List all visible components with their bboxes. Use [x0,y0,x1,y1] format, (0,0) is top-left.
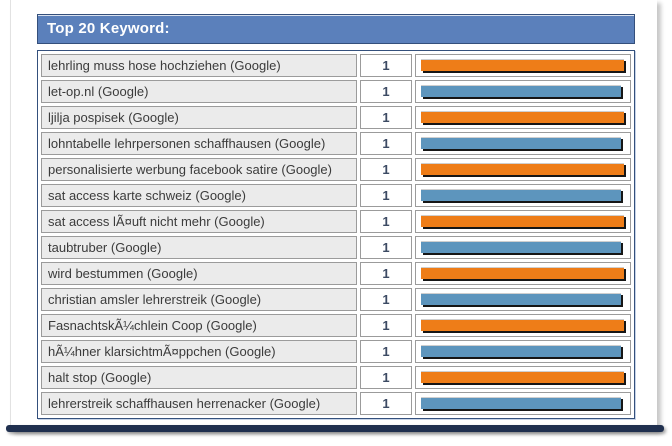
table-row: ljilja pospisek (Google) 1 [41,106,631,129]
keyword-table: lehrling muss hose hochziehen (Google) 1 l… [38,51,634,418]
bar-cell [415,340,631,363]
keyword-count: 1 [360,288,412,311]
keyword-count: 1 [360,366,412,389]
keyword-count: 1 [360,54,412,77]
keyword-count: 1 [360,392,412,415]
table-row: sat access karte schweiz (Google) 1 [41,184,631,207]
table-row: wird bestummen (Google) 1 [41,262,631,285]
keyword-label: ljilja pospisek (Google) [41,106,357,129]
keyword-label: personalisierte werbung facebook satire … [41,158,357,181]
table-row: christian amsler lehrerstreik (Google) 1 [41,288,631,311]
keyword-label: taubtruber (Google) [41,236,357,259]
bar-cell [415,262,631,285]
bar-cell [415,184,631,207]
panel-bottom-rail [6,425,664,432]
keyword-count-bar [421,292,621,305]
keyword-label: christian amsler lehrerstreik (Google) [41,288,357,311]
bar-cell [415,236,631,259]
table-row: lehrerstreik schaffhausen herrenacker (G… [41,392,631,415]
keyword-count: 1 [360,314,412,337]
keyword-label: lehrling muss hose hochziehen (Google) [41,54,357,77]
table-row: lohntabelle lehrpersonen schaffhausen (G… [41,132,631,155]
keyword-label: lehrerstreik schaffhausen herrenacker (G… [41,392,357,415]
keyword-count-bar [421,214,624,227]
bar-cell [415,210,631,233]
keyword-count-bar [421,58,624,71]
bar-cell [415,80,631,103]
table-row: personalisierte werbung facebook satire … [41,158,631,181]
keyword-label: lohntabelle lehrpersonen schaffhausen (G… [41,132,357,155]
keyword-label: halt stop (Google) [41,366,357,389]
keyword-count-bar [421,370,624,383]
bar-cell [415,158,631,181]
table-row: lehrling muss hose hochziehen (Google) 1 [41,54,631,77]
keyword-count: 1 [360,340,412,363]
keyword-count-bar [421,344,621,357]
keyword-count: 1 [360,236,412,259]
bar-cell [415,106,631,129]
keyword-count-bar [421,318,624,331]
table-row: taubtruber (Google) 1 [41,236,631,259]
bar-cell [415,314,631,337]
table-row: hÃ¼hner klarsichtmÃ¤ppchen (Google) 1 [41,340,631,363]
bar-cell [415,54,631,77]
keyword-count-bar [421,84,621,97]
keyword-table-container: lehrling muss hose hochziehen (Google) 1 l… [37,50,635,419]
keyword-count-bar [421,162,624,175]
keyword-count-bar [421,396,621,409]
keyword-count: 1 [360,184,412,207]
bar-cell [415,132,631,155]
table-row: FasnachtskÃ¼chlein Coop (Google) 1 [41,314,631,337]
bar-cell [415,366,631,389]
bar-cell [415,288,631,311]
table-row: let-op.nl (Google) 1 [41,80,631,103]
keyword-count-bar [421,110,624,123]
keyword-label: let-op.nl (Google) [41,80,357,103]
keyword-count-bar [421,266,624,279]
keyword-count-bar [421,188,621,201]
keyword-label: hÃ¼hner klarsichtmÃ¤ppchen (Google) [41,340,357,363]
table-row: halt stop (Google) 1 [41,366,631,389]
keyword-count: 1 [360,210,412,233]
keyword-count: 1 [360,132,412,155]
keyword-count: 1 [360,106,412,129]
bar-cell [415,392,631,415]
widget-panel: Top 20 Keyword: lehrling muss hose hochz… [10,0,657,431]
keyword-label: wird bestummen (Google) [41,262,357,285]
keyword-count-bar [421,136,621,149]
keyword-label: sat access lÃ¤uft nicht mehr (Google) [41,210,357,233]
table-row: sat access lÃ¤uft nicht mehr (Google) 1 [41,210,631,233]
keyword-label: FasnachtskÃ¼chlein Coop (Google) [41,314,357,337]
keyword-label: sat access karte schweiz (Google) [41,184,357,207]
keyword-table-body: lehrling muss hose hochziehen (Google) 1 l… [41,54,631,415]
keyword-count: 1 [360,80,412,103]
keyword-count: 1 [360,158,412,181]
keyword-count-bar [421,240,621,253]
keyword-count: 1 [360,262,412,285]
widget-title-bar: Top 20 Keyword: [37,14,635,44]
